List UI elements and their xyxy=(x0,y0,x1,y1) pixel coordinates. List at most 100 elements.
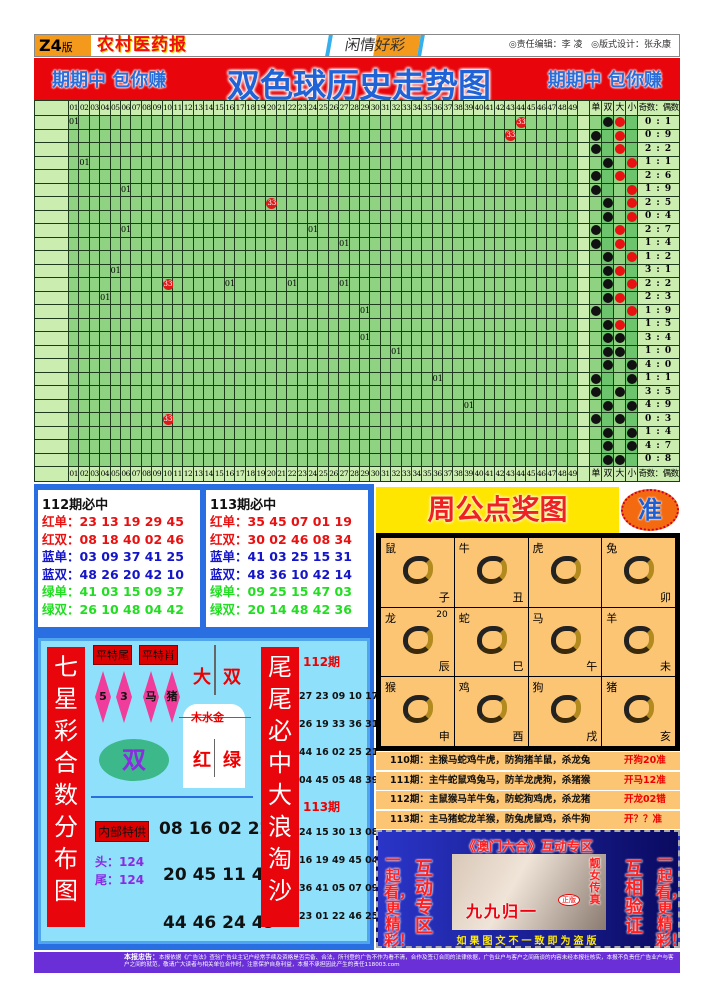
number-cell xyxy=(379,317,392,332)
number-cell xyxy=(192,182,205,197)
number-cell xyxy=(161,331,173,346)
number-cell xyxy=(493,344,506,359)
number-cell xyxy=(130,250,142,265)
prediction-numbers: 26 10 48 04 42 xyxy=(79,601,184,617)
spare-cell xyxy=(577,209,591,224)
grid-row: 01 1 : 1 xyxy=(34,155,680,170)
odd-even-ratio: 1 : 9 xyxy=(637,182,680,197)
number-cell xyxy=(462,344,475,359)
number-cell xyxy=(161,209,173,224)
number-cell xyxy=(130,115,142,130)
divider xyxy=(214,645,216,695)
number-cell xyxy=(504,317,516,332)
tail-numbers: 26 19 33 36 31 xyxy=(299,719,379,730)
number-cell xyxy=(535,331,547,346)
stat-cell-odd xyxy=(589,155,603,170)
number-cell xyxy=(67,236,80,251)
stat-cell-big xyxy=(613,196,627,211)
column-header: 14 xyxy=(203,466,215,482)
number-cell xyxy=(275,304,288,319)
number-cell xyxy=(525,439,537,454)
number-cell xyxy=(255,209,267,224)
number-cell xyxy=(265,209,277,224)
number-cell xyxy=(421,236,433,251)
number-cell xyxy=(234,412,246,427)
number-cell xyxy=(421,155,433,170)
number-cell xyxy=(348,142,360,157)
number-cell xyxy=(525,358,537,373)
black-dot-marker xyxy=(626,400,637,411)
number-cell xyxy=(452,398,464,413)
number-cell xyxy=(452,128,464,143)
number-cell xyxy=(358,196,371,211)
number-cell xyxy=(99,358,111,373)
number-cell xyxy=(203,169,215,184)
number-cell xyxy=(255,412,267,427)
prediction-box-112: 112期必中 红单：23 13 19 29 45 红双：08 18 40 02 4… xyxy=(38,490,200,627)
stat-cell-even xyxy=(601,452,615,467)
column-header: 41 xyxy=(483,466,496,482)
number-cell xyxy=(265,115,277,130)
column-header: 43 xyxy=(504,466,516,482)
number-cell xyxy=(223,142,236,157)
stat-cell-odd xyxy=(589,331,603,346)
number-cell xyxy=(109,317,121,332)
number-cell xyxy=(462,263,475,278)
number-cell xyxy=(369,142,381,157)
number-cell xyxy=(275,155,288,170)
number-cell xyxy=(192,250,205,265)
prediction-numbers: 23 13 19 29 45 xyxy=(79,514,184,529)
number-cell xyxy=(473,412,485,427)
zodiac-ink-icon xyxy=(476,556,507,584)
number-cell xyxy=(566,412,579,427)
number-cell xyxy=(244,452,257,467)
number-cell xyxy=(275,128,288,143)
number-cell xyxy=(140,385,153,400)
number-cell xyxy=(545,331,558,346)
spare-cell xyxy=(577,236,591,251)
number-cell xyxy=(78,304,90,319)
number-cell xyxy=(473,128,485,143)
stat-cell-big xyxy=(613,128,627,143)
column-header: 37 xyxy=(442,100,454,116)
number-mark: 01 xyxy=(120,225,132,235)
number-cell xyxy=(182,169,194,184)
number-cell xyxy=(514,358,527,373)
number-cell xyxy=(566,236,579,251)
column-header: 10 xyxy=(161,466,173,482)
red-dot-marker xyxy=(626,211,637,222)
number-cell xyxy=(317,155,329,170)
number-cell xyxy=(130,439,142,454)
odd-even-ratio: 1 : 2 xyxy=(637,250,680,265)
number-cell xyxy=(78,182,90,197)
number-cell xyxy=(421,398,433,413)
column-header: 34 xyxy=(410,466,423,482)
stat-cell-big xyxy=(613,331,627,346)
ad-banner[interactable]: 《澳门六合》互动专区 一起看，更精彩！ 互动专区 靓女传真 九九归一 正版 互相… xyxy=(376,830,686,948)
number-cell xyxy=(431,263,444,278)
number-cell xyxy=(234,169,246,184)
zhougong-title: 周公点奖图 xyxy=(376,487,619,533)
number-cell xyxy=(452,250,464,265)
number-cell xyxy=(275,169,288,184)
red-dot-marker xyxy=(626,252,637,263)
number-cell xyxy=(545,263,558,278)
number-cell xyxy=(431,196,444,211)
column-header: 15 xyxy=(213,466,225,482)
number-cell xyxy=(306,452,319,467)
number-cell xyxy=(161,398,173,413)
zodiac-name: 鸡 xyxy=(458,681,470,695)
spare-cell xyxy=(577,398,591,413)
number-cell xyxy=(462,290,475,305)
number-cell xyxy=(265,358,277,373)
number-cell xyxy=(255,317,267,332)
number-cell xyxy=(140,371,153,386)
stat-cell-big xyxy=(613,169,627,184)
number-cell xyxy=(338,223,350,238)
tail-digits: 尾：124 xyxy=(95,873,145,887)
number-cell xyxy=(182,452,194,467)
number-cell xyxy=(109,182,121,197)
number-cell xyxy=(327,452,340,467)
number-mark: 01 xyxy=(224,279,236,289)
number-cell xyxy=(493,290,506,305)
